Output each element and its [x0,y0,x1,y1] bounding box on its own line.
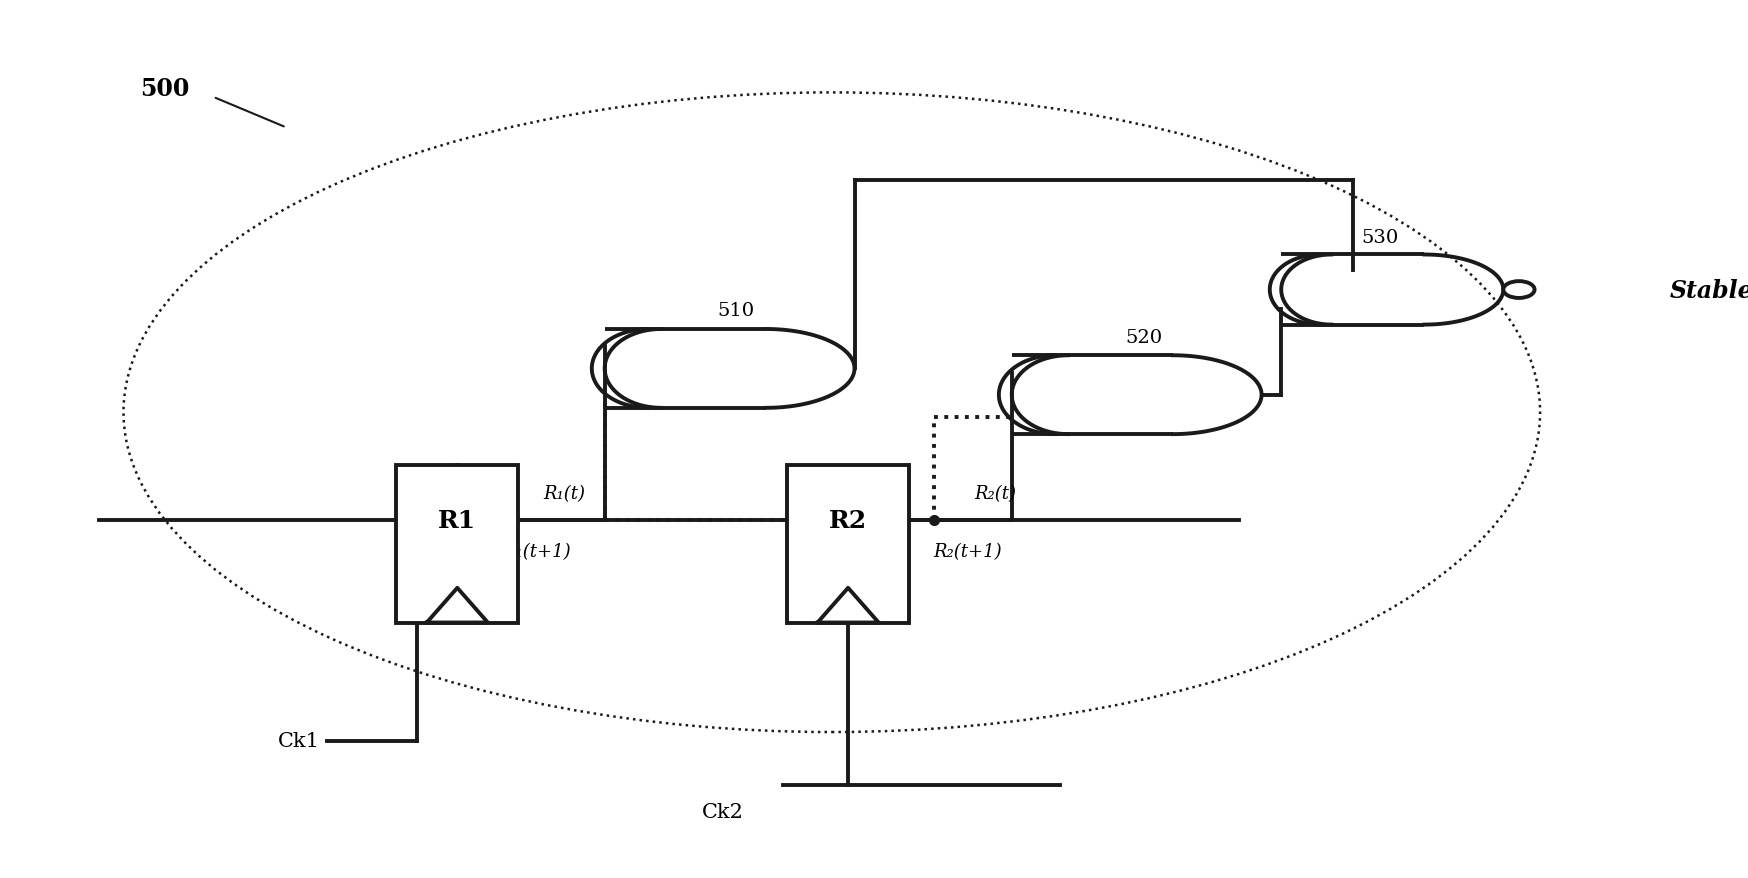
Text: R2: R2 [829,508,867,532]
Text: Ck2: Ck2 [701,802,743,821]
Text: R₁(t+1): R₁(t+1) [502,543,570,560]
Bar [787,465,909,623]
Bar [397,465,519,623]
Text: 510: 510 [718,302,755,320]
Text: R₂(t+1): R₂(t+1) [933,543,1002,560]
Text: R₁(t): R₁(t) [544,485,586,503]
Text: 530: 530 [1362,228,1398,247]
Text: 520: 520 [1126,328,1162,346]
Circle shape [1503,282,1535,299]
Text: R₂(t): R₂(t) [974,485,1016,503]
Text: R1: R1 [439,508,477,532]
Text: 500: 500 [140,77,189,101]
Text: Ck1: Ck1 [278,731,320,751]
Text: Stable: Stable [1669,278,1748,302]
